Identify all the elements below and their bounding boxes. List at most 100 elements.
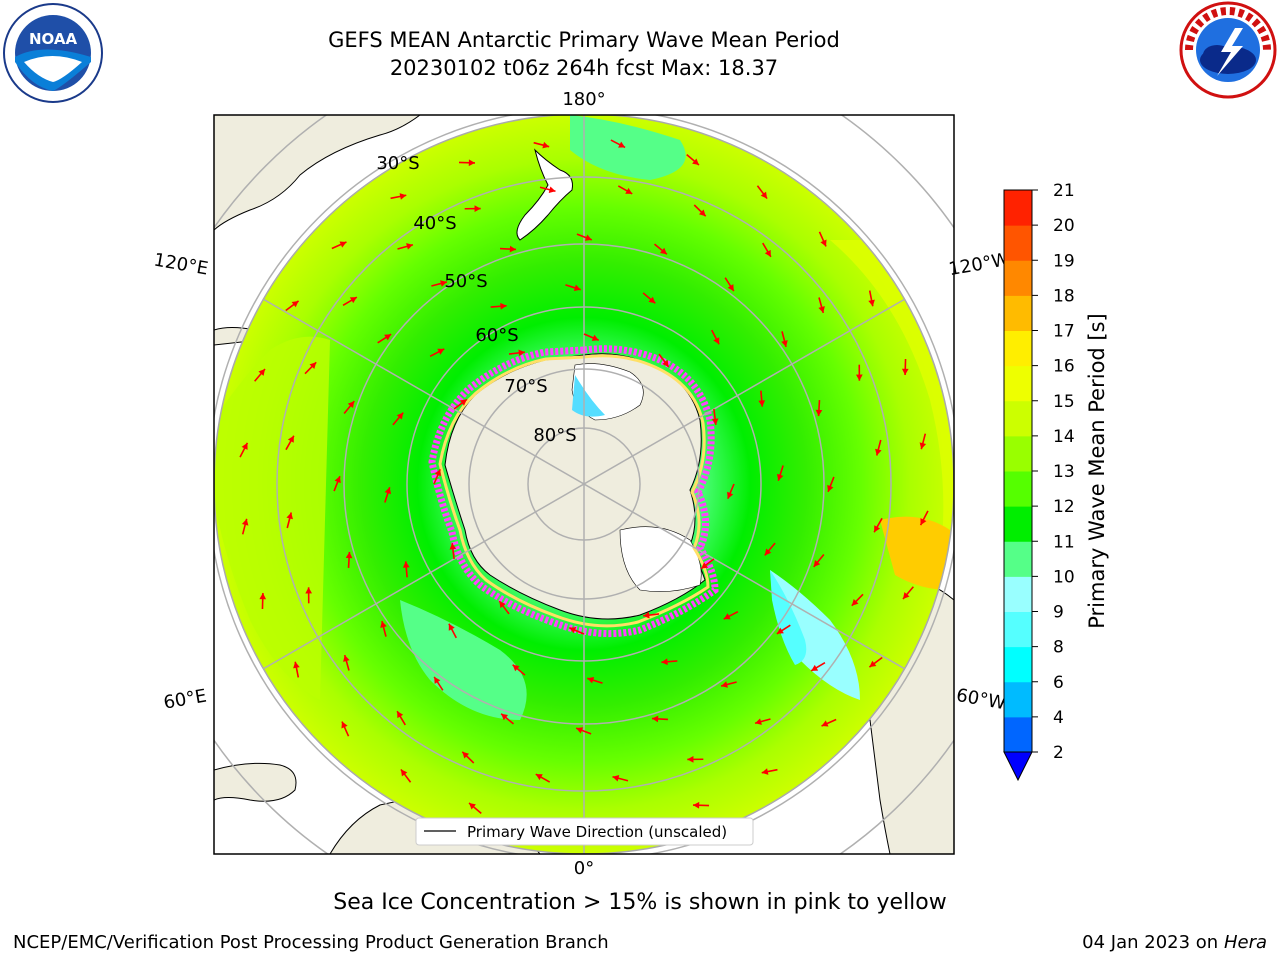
lat-label-80s: 80°S — [533, 425, 576, 446]
colorbar-bin — [1004, 295, 1032, 331]
wave-arrow-head — [509, 245, 517, 253]
wave-arrow-head — [855, 374, 863, 381]
land-new-zealand — [516, 148, 573, 241]
lon-label-0: 0° — [574, 858, 594, 879]
map-svg: 180° 0° 120°E 120°W 60°E 60°W 30°S 40°S … — [152, 89, 1011, 879]
colorbar-bin — [1004, 260, 1032, 296]
wave-arrow-head — [402, 561, 410, 568]
wave-arrow-head — [339, 241, 347, 248]
wave-arrow-head — [293, 661, 300, 669]
wave-arrow-head — [434, 676, 441, 684]
colorbar-extend-min — [1003, 751, 1033, 782]
wave-arrow-head — [241, 442, 248, 450]
wave-arrow-head — [573, 284, 581, 292]
wave-arrow-head — [648, 296, 656, 304]
legend-label: Primary Wave Direction (unscaled) — [467, 823, 727, 841]
wave-arrow-head — [760, 191, 768, 199]
colorbar-tick-label: 13 — [1053, 462, 1075, 482]
colorbar-tick-label: 21 — [1053, 181, 1075, 201]
land-madagascar — [214, 762, 297, 802]
wave-arrow-head — [396, 412, 404, 420]
noaa-logo: NOAA — [2, 2, 104, 104]
wave-arrow-head — [535, 774, 543, 781]
wave-arrow-head — [662, 359, 669, 367]
wave-arrow-head — [449, 543, 457, 550]
colorbar-bin — [1004, 435, 1032, 472]
wave-arrow-head — [437, 348, 445, 355]
wave-arrow-head — [815, 409, 823, 417]
wave-arrow-head — [384, 334, 392, 341]
wave-arrow-head — [811, 664, 819, 671]
wave-arrow-head — [434, 469, 441, 477]
colorbar-bin — [1004, 681, 1032, 718]
map-frame — [213, 114, 955, 855]
wave-arrow-head — [651, 715, 659, 723]
wave-arrow-head — [755, 718, 762, 725]
colorbar-tick-label: 4 — [1053, 708, 1064, 728]
colorbar-bin — [1004, 646, 1032, 683]
wave-arrow-head — [569, 627, 577, 634]
wave-arrow-head — [399, 193, 407, 200]
wave-arrow-head — [919, 442, 927, 450]
colorbar-tick-label: 6 — [1053, 673, 1064, 693]
wave-arrow-head — [397, 711, 404, 719]
lat-label-30s: 30°S — [376, 153, 419, 174]
wave-arrow-head — [241, 518, 249, 526]
wave-arrow-head — [542, 141, 550, 149]
colorbar-tick-label: 16 — [1053, 357, 1075, 377]
lon-label-180: 180° — [562, 89, 605, 110]
wave-arrow-head — [868, 299, 875, 307]
wave-period-pacific-patch — [570, 115, 686, 180]
wave-arrow-head — [349, 297, 357, 304]
colorbar-tick-label: 10 — [1053, 567, 1075, 587]
colorbar-tick-label: 18 — [1053, 286, 1075, 306]
wave-arrow-head — [827, 484, 834, 492]
wave-arrow-head — [501, 713, 509, 721]
footer-host: Hera — [1223, 932, 1267, 953]
wave-arrow-head — [764, 249, 771, 257]
wave-period-indian-patch — [400, 600, 527, 720]
wave-arrow-head — [612, 775, 620, 782]
wave-arrow-head — [576, 727, 584, 734]
wave-arrow-head — [721, 681, 728, 688]
wave-period-high-west — [214, 336, 330, 700]
wave-arrow-head — [643, 611, 650, 619]
colorbar-bin — [1004, 400, 1032, 437]
wave-arrow-head — [687, 755, 694, 763]
wave-arrow-head — [500, 302, 507, 310]
lat-label-50s: 50°S — [444, 271, 487, 292]
wave-arrow-head — [625, 187, 633, 194]
wave-arrow-head — [781, 340, 788, 347]
colorbar-label: Primary Wave Mean Period [s] — [1085, 313, 1109, 629]
wave-arrow-head — [711, 418, 719, 425]
colorbar-bin — [1004, 541, 1032, 577]
wave-arrow-head — [851, 598, 859, 606]
wave-arrow-head — [469, 803, 476, 810]
wave-arrow-head — [723, 613, 731, 620]
wave-arrow-head — [764, 548, 772, 556]
wave-arrow-head — [512, 664, 520, 672]
wave-arrow-head — [474, 205, 481, 213]
wave-arrow-head — [821, 720, 829, 727]
wave-arrow-head — [813, 559, 821, 567]
wave-arrow-head — [591, 334, 599, 341]
wave-period-max-patch — [880, 516, 950, 590]
weddell-ice — [619, 526, 702, 592]
map-legend: Primary Wave Direction (unscaled) — [415, 817, 754, 846]
map-panel: 180° 0° 120°E 120°W 60°E 60°W 30°S 40°S … — [130, 88, 1060, 888]
colorbar-tick-label: 15 — [1053, 392, 1075, 412]
wave-arrow-head — [818, 306, 825, 313]
colorbar-bin — [1004, 330, 1032, 367]
wave-arrow-head — [259, 593, 267, 600]
wave-arrow-head — [406, 243, 413, 250]
land-africa-top — [214, 115, 421, 231]
wave-arrow-head — [758, 400, 766, 407]
wave-arrow-head — [692, 158, 699, 165]
wave-arrow-head — [820, 239, 827, 247]
wave-arrow-head — [874, 525, 881, 533]
wave-arrow-head — [468, 159, 475, 167]
colorbar-bin — [1004, 506, 1032, 542]
wave-arrow-head — [761, 768, 769, 775]
wave-arrow-head — [713, 337, 720, 345]
colorbar-tick-label: 20 — [1053, 216, 1075, 236]
